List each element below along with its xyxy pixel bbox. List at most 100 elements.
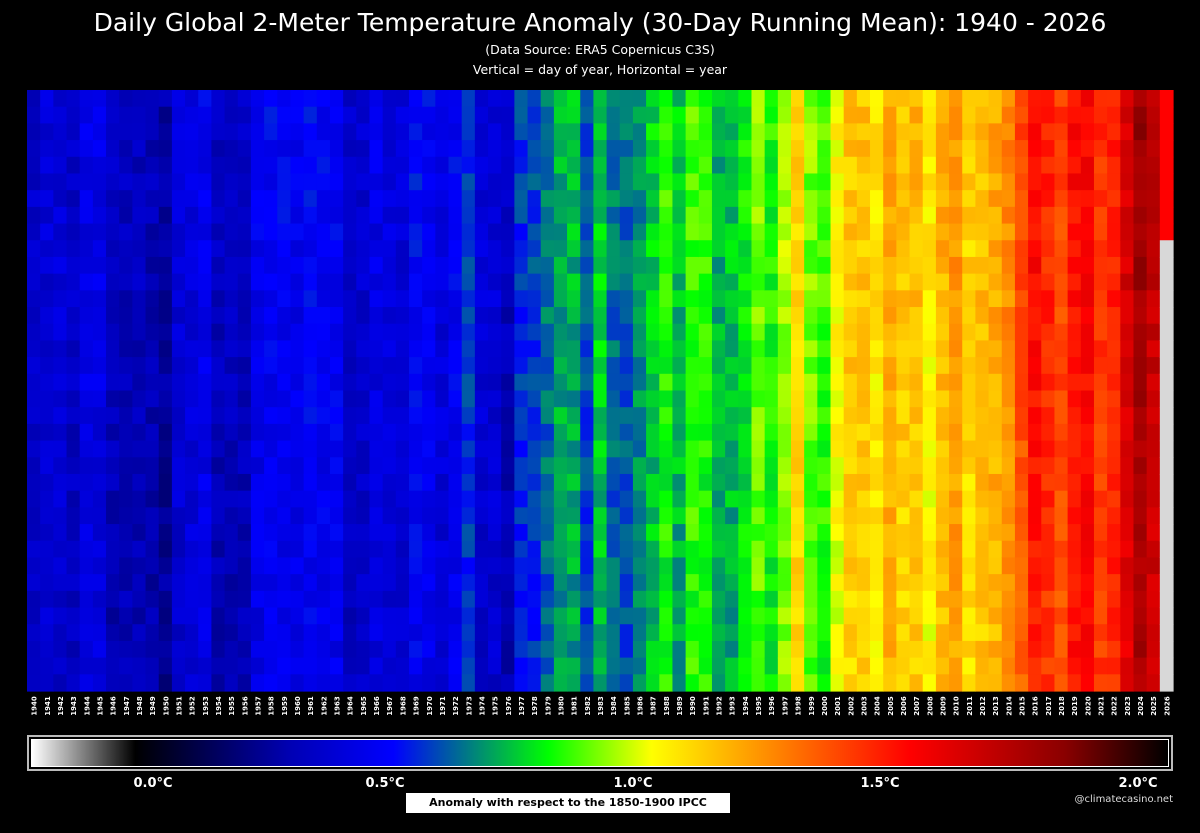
heatmap-cell bbox=[593, 256, 608, 275]
heatmap-cell bbox=[922, 307, 937, 325]
heatmap-cell bbox=[540, 373, 555, 392]
heatmap-cell bbox=[606, 173, 621, 191]
heatmap-cell bbox=[329, 457, 344, 475]
heatmap-cell bbox=[224, 590, 239, 609]
heatmap-cell bbox=[369, 440, 384, 458]
heatmap-cell bbox=[1001, 273, 1016, 291]
heatmap-cell bbox=[619, 340, 634, 358]
x-tick-label-2011: 2011 bbox=[966, 696, 974, 716]
heatmap-cell bbox=[185, 340, 199, 358]
heatmap-cell bbox=[593, 540, 608, 559]
heatmap-cell bbox=[1028, 440, 1042, 458]
year-column-2023 bbox=[1120, 90, 1135, 692]
heatmap-cell bbox=[593, 473, 608, 492]
heatmap-cell bbox=[1120, 240, 1135, 258]
heatmap-cell bbox=[303, 206, 318, 225]
year-column-1950 bbox=[158, 90, 173, 692]
heatmap-cell bbox=[711, 607, 726, 625]
heatmap-cell bbox=[132, 273, 147, 291]
heatmap-cell bbox=[711, 624, 726, 642]
heatmap-cell bbox=[646, 156, 660, 175]
heatmap-cell bbox=[356, 473, 371, 492]
heatmap-cell bbox=[791, 524, 805, 542]
heatmap-cell bbox=[158, 106, 173, 124]
heatmap-cell bbox=[514, 223, 529, 241]
heatmap-cell bbox=[211, 607, 226, 625]
heatmap-cell bbox=[1028, 106, 1042, 124]
x-tick-label-1949: 1949 bbox=[149, 696, 157, 716]
heatmap-cell bbox=[751, 323, 766, 342]
heatmap-cell bbox=[988, 423, 1003, 442]
heatmap-cell bbox=[909, 640, 924, 659]
heatmap-cell bbox=[619, 607, 634, 625]
heatmap-cell bbox=[171, 273, 186, 291]
heatmap-cell bbox=[290, 540, 305, 559]
heatmap-cell bbox=[619, 123, 634, 141]
heatmap-cell bbox=[817, 190, 832, 208]
heatmap-cell bbox=[356, 273, 371, 291]
heatmap-cell bbox=[1028, 173, 1042, 191]
heatmap-cell bbox=[488, 674, 502, 692]
x-tick-label-1953: 1953 bbox=[202, 696, 210, 716]
heatmap-cell bbox=[553, 156, 568, 175]
heatmap-cell bbox=[66, 640, 81, 659]
heatmap-cell bbox=[277, 540, 292, 559]
heatmap-cell bbox=[92, 140, 107, 158]
heatmap-cell bbox=[527, 373, 542, 392]
heatmap-cell bbox=[567, 123, 581, 141]
heatmap-cell bbox=[632, 240, 647, 258]
heatmap-cell bbox=[1080, 323, 1095, 342]
heatmap-cell bbox=[1041, 323, 1056, 342]
year-column-2009 bbox=[935, 90, 950, 692]
year-column-2021 bbox=[1093, 90, 1108, 692]
heatmap-cell bbox=[962, 190, 977, 208]
heatmap-cell bbox=[1001, 640, 1016, 659]
heatmap-cell bbox=[830, 323, 845, 342]
heatmap-cell bbox=[501, 156, 515, 175]
heatmap-cell bbox=[856, 140, 871, 158]
heatmap-cell bbox=[1054, 90, 1069, 108]
heatmap-cell bbox=[593, 123, 608, 141]
heatmap-cell bbox=[711, 156, 726, 175]
heatmap-cell bbox=[711, 307, 726, 325]
heatmap-cell bbox=[619, 90, 634, 108]
heatmap-cell bbox=[92, 490, 107, 508]
year-column-1951 bbox=[171, 90, 186, 692]
heatmap-cell bbox=[290, 140, 305, 158]
heatmap-cell bbox=[553, 90, 568, 108]
heatmap-cell bbox=[1120, 156, 1135, 175]
heatmap-cell bbox=[448, 457, 463, 475]
heatmap-cell bbox=[606, 574, 621, 592]
heatmap-cell bbox=[422, 490, 436, 508]
heatmap-cell bbox=[711, 574, 726, 592]
heatmap-cell bbox=[448, 607, 463, 625]
heatmap-cell bbox=[145, 557, 160, 575]
x-tick-label-1975: 1975 bbox=[492, 696, 500, 716]
heatmap-cell bbox=[40, 273, 54, 291]
heatmap-cell bbox=[606, 490, 621, 508]
heatmap-cell bbox=[1041, 340, 1056, 358]
heatmap-cell bbox=[922, 106, 937, 124]
heatmap-cell bbox=[738, 674, 753, 692]
heatmap-cell bbox=[237, 390, 252, 408]
heatmap-cell bbox=[606, 457, 621, 475]
heatmap-cell bbox=[949, 607, 963, 625]
heatmap-cell bbox=[501, 307, 515, 325]
year-column-2011 bbox=[962, 90, 977, 692]
heatmap-cell bbox=[791, 373, 805, 392]
heatmap-cell bbox=[27, 206, 41, 225]
heatmap-cell bbox=[158, 407, 173, 425]
year-column-1988 bbox=[659, 90, 674, 692]
heatmap-cell bbox=[382, 607, 397, 625]
heatmap-cell bbox=[382, 507, 397, 525]
heatmap-cell bbox=[106, 507, 120, 525]
heatmap-cell bbox=[106, 423, 120, 442]
heatmap-cell bbox=[1159, 540, 1174, 559]
heatmap-cell bbox=[409, 640, 423, 659]
heatmap-cell bbox=[395, 574, 410, 592]
heatmap-cell bbox=[171, 557, 186, 575]
heatmap-cell bbox=[158, 457, 173, 475]
heatmap-cell bbox=[264, 373, 278, 392]
heatmap-cell bbox=[1159, 390, 1174, 408]
heatmap-cell bbox=[804, 357, 818, 375]
